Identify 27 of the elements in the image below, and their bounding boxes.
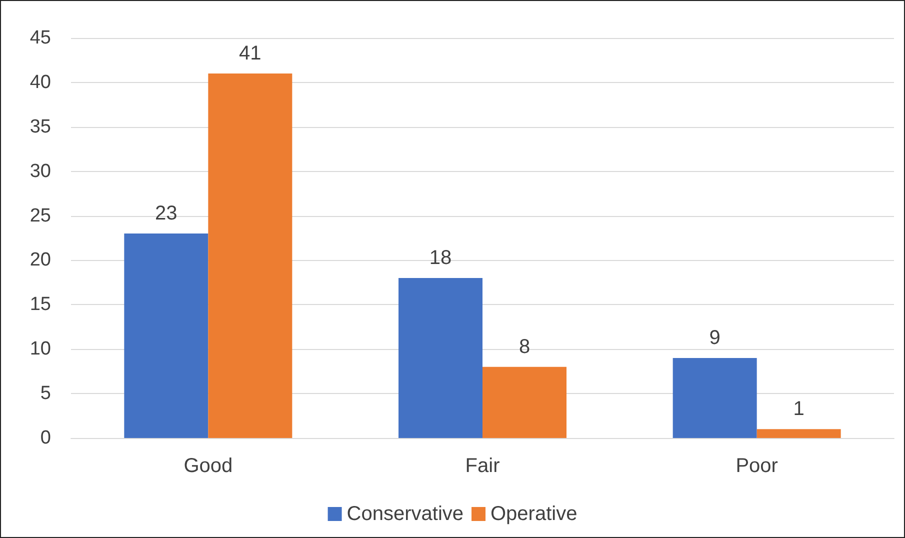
y-tick-label: 0 — [40, 428, 51, 448]
y-tick-label: 5 — [40, 383, 51, 404]
y-tick-label: 45 — [30, 28, 51, 48]
data-label: 1 — [793, 398, 804, 420]
y-tick-label: 15 — [30, 294, 51, 316]
bar — [756, 429, 841, 438]
data-label: 23 — [155, 202, 178, 225]
y-tick-label: 40 — [30, 72, 51, 93]
data-label: 8 — [518, 336, 530, 358]
legend-label: Conservative — [346, 503, 464, 525]
bar — [208, 74, 292, 438]
y-tick-label: 25 — [30, 205, 51, 226]
y-tick-label: 30 — [30, 160, 51, 182]
bar — [124, 234, 208, 438]
legend-label: Operative — [490, 503, 578, 525]
bar — [672, 358, 757, 438]
y-tick-label: 10 — [30, 338, 51, 360]
x-tick-label: Good — [184, 455, 233, 477]
bar — [398, 278, 482, 438]
data-label: 41 — [239, 42, 262, 65]
data-label: 9 — [709, 327, 720, 349]
x-tick-label: Fair — [465, 455, 500, 477]
bar — [482, 366, 566, 438]
y-tick-label: 35 — [30, 116, 51, 138]
data-label: 18 — [429, 247, 452, 269]
y-tick-label: 20 — [30, 250, 51, 271]
x-tick-label: Poor — [736, 455, 778, 477]
